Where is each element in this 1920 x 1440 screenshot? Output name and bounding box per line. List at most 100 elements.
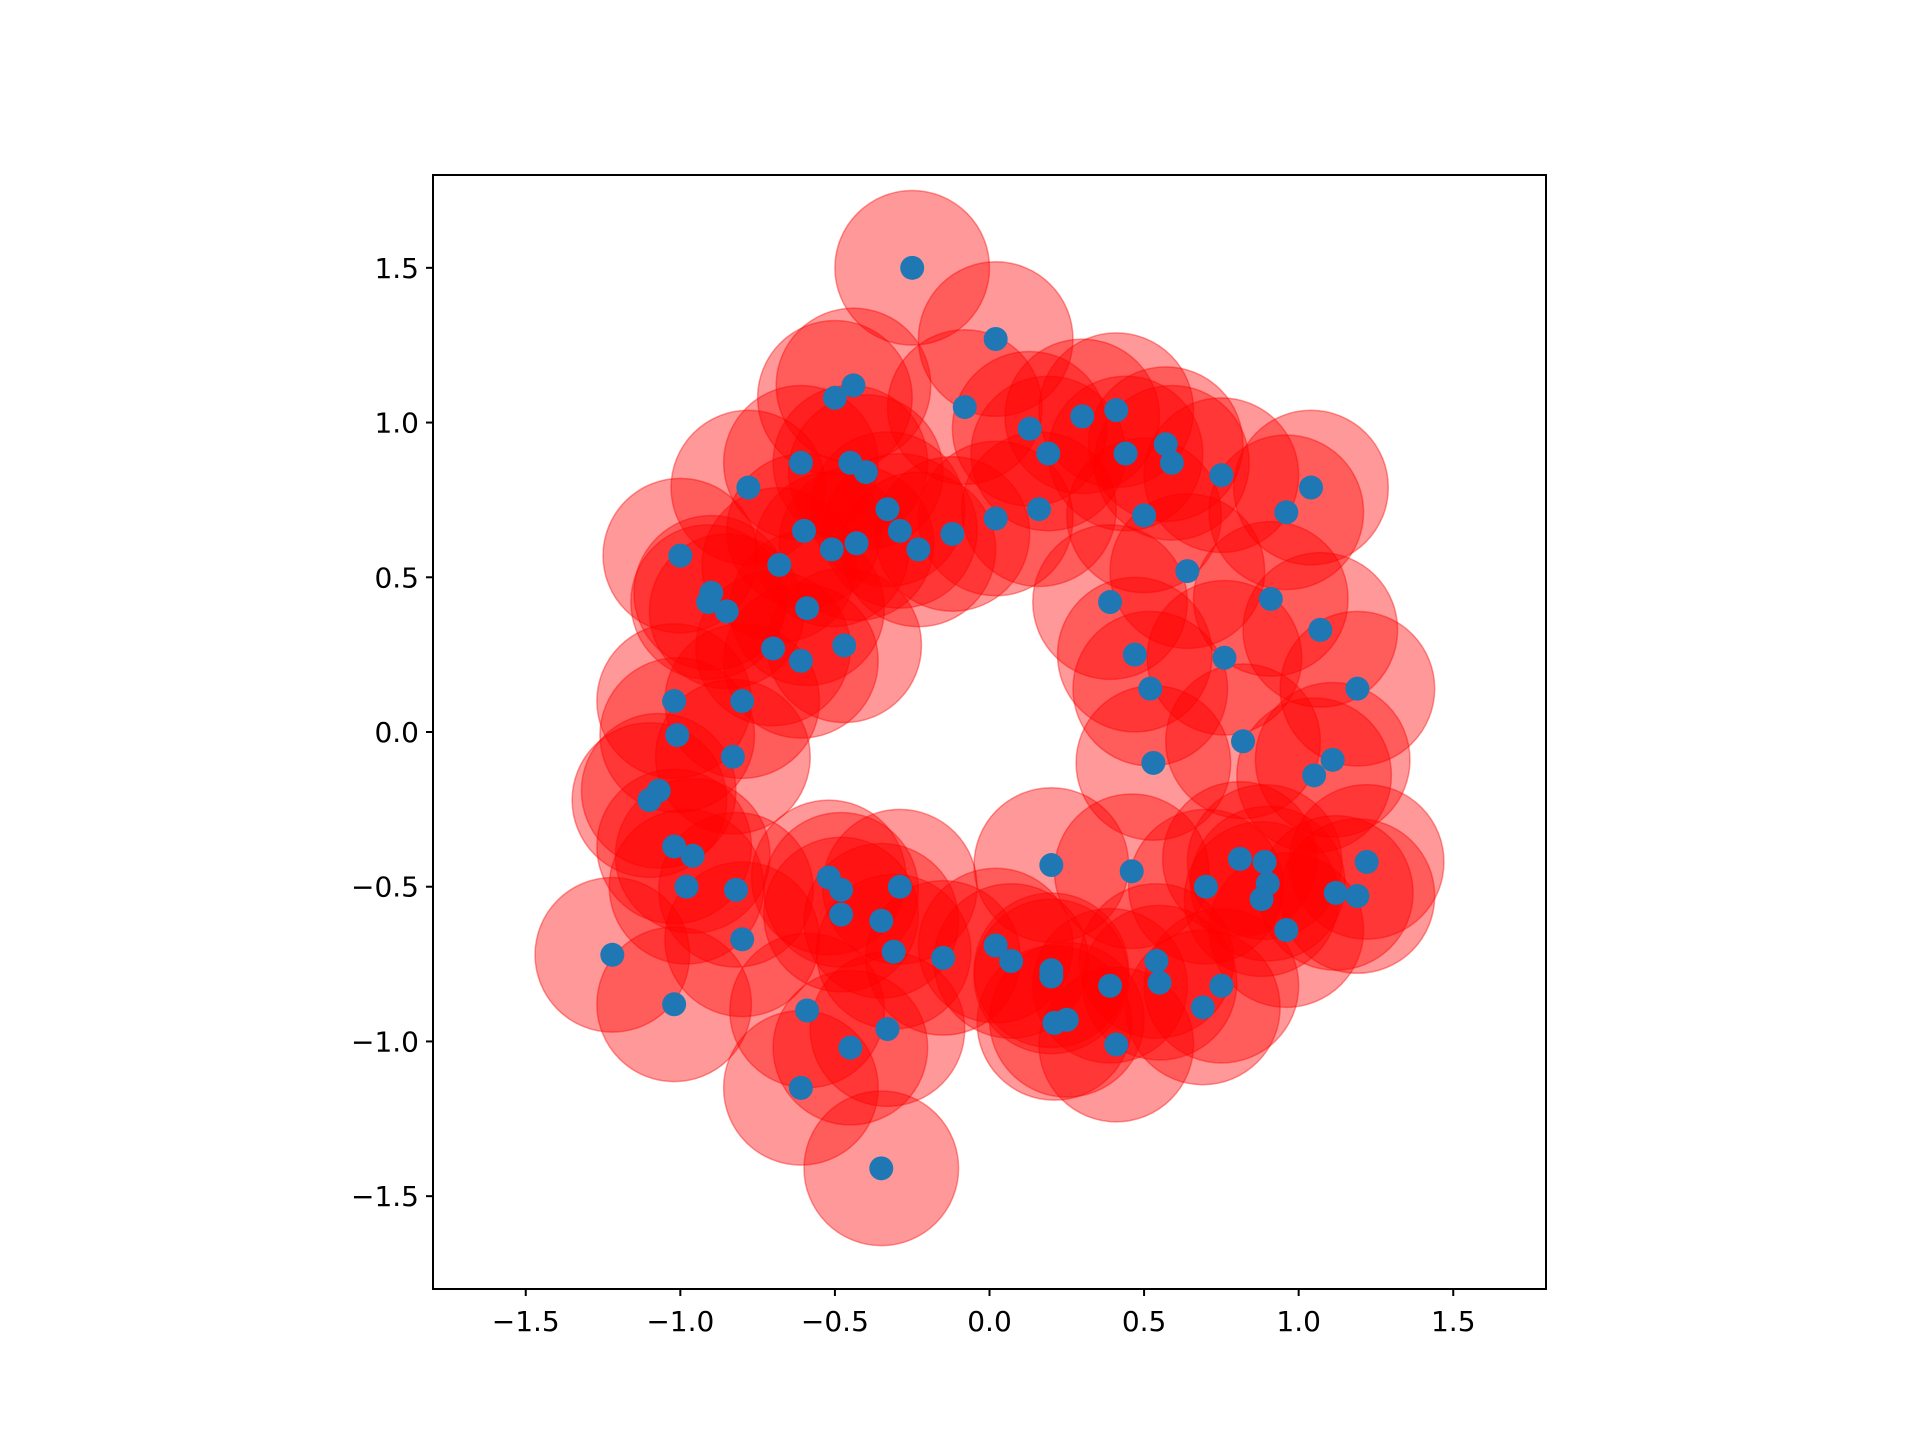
point — [1144, 948, 1169, 973]
point — [600, 942, 625, 967]
point — [1039, 853, 1064, 878]
point — [1249, 887, 1274, 912]
point — [1258, 586, 1283, 611]
point — [983, 933, 1008, 958]
point — [940, 521, 965, 546]
point — [662, 834, 687, 859]
point — [714, 599, 739, 624]
point — [875, 497, 900, 522]
point — [720, 744, 745, 769]
point — [1274, 918, 1299, 943]
x-tick-label: 0.0 — [967, 1305, 1012, 1338]
point — [1104, 1032, 1129, 1057]
point — [983, 506, 1008, 531]
y-tick-label: 0.0 — [374, 716, 419, 749]
point — [1159, 450, 1184, 475]
point — [696, 590, 721, 615]
point — [788, 1075, 813, 1100]
point — [1252, 849, 1277, 874]
point — [1104, 398, 1129, 423]
y-tick-label: −1.0 — [351, 1025, 419, 1058]
x-tick-label: 0.5 — [1122, 1305, 1167, 1338]
point — [1147, 970, 1172, 995]
point — [1153, 432, 1178, 457]
point — [1345, 676, 1370, 701]
point — [900, 255, 925, 280]
point — [1193, 874, 1218, 899]
point — [767, 552, 792, 577]
point — [1308, 617, 1333, 642]
x-tick-label: −1.5 — [492, 1305, 560, 1338]
point — [680, 843, 705, 868]
point — [829, 902, 854, 927]
point — [795, 998, 820, 1023]
point — [665, 723, 690, 748]
point — [1098, 973, 1123, 998]
point — [844, 531, 869, 556]
point — [832, 633, 857, 658]
point — [736, 475, 761, 500]
point — [1320, 747, 1345, 772]
point — [1190, 995, 1215, 1020]
point — [829, 877, 854, 902]
point — [795, 596, 820, 621]
point — [788, 648, 813, 673]
point — [788, 450, 813, 475]
x-tick-label: −0.5 — [801, 1305, 869, 1338]
point — [1274, 500, 1299, 525]
point — [819, 537, 844, 562]
point — [1323, 880, 1348, 905]
point — [637, 788, 662, 813]
point — [881, 939, 906, 964]
y-tick-label: 1.5 — [374, 252, 419, 285]
y-tick-label: −0.5 — [351, 871, 419, 904]
point — [761, 636, 786, 661]
point — [1132, 503, 1157, 528]
point — [1026, 497, 1051, 522]
point — [853, 460, 878, 485]
point — [906, 537, 931, 562]
point — [662, 689, 687, 714]
point — [730, 927, 755, 952]
point — [1036, 441, 1061, 466]
point — [1122, 642, 1147, 667]
point — [1113, 441, 1138, 466]
point — [1354, 849, 1379, 874]
x-tick-label: 1.0 — [1276, 1305, 1321, 1338]
point — [1098, 590, 1123, 615]
point — [674, 874, 699, 899]
point — [887, 518, 912, 543]
point — [1227, 846, 1252, 871]
point — [668, 543, 693, 568]
point — [841, 373, 866, 398]
point — [730, 689, 755, 714]
point — [822, 385, 847, 410]
point — [869, 908, 894, 933]
point — [1299, 475, 1324, 500]
point — [931, 945, 956, 970]
point — [792, 518, 816, 543]
point — [1017, 416, 1042, 441]
point — [1209, 973, 1234, 998]
y-tick-label: 0.5 — [374, 561, 419, 594]
point — [1175, 559, 1200, 584]
point — [999, 948, 1024, 973]
point — [1039, 964, 1064, 989]
y-tick-label: 1.0 — [374, 407, 419, 440]
point — [1119, 859, 1144, 884]
point — [662, 992, 687, 1017]
point — [887, 874, 912, 899]
point — [1212, 645, 1237, 670]
point — [952, 395, 977, 420]
point — [1141, 750, 1166, 775]
x-tick-label: −1.0 — [646, 1305, 714, 1338]
y-tick-label: −1.5 — [351, 1180, 419, 1213]
point — [1302, 763, 1327, 788]
point — [1345, 884, 1370, 909]
point — [1209, 463, 1234, 488]
point — [1054, 1007, 1079, 1032]
point — [1231, 729, 1256, 754]
point — [1070, 404, 1095, 429]
